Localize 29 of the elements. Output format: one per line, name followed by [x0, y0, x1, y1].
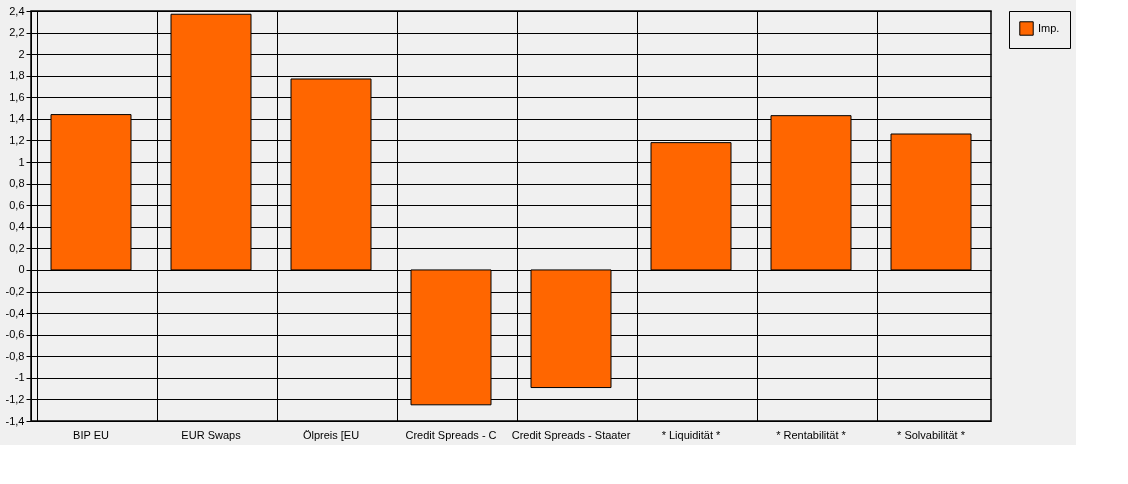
x-tick-label: * Solvabilität *	[897, 428, 966, 441]
x-tick-label: EUR Swaps	[181, 428, 242, 441]
y-tick-label: 0,6	[9, 198, 25, 211]
y-tick-label: 1,4	[9, 112, 25, 125]
x-tick-label: BIP EU	[73, 428, 109, 441]
x-tick-label: * Liquidität *	[661, 428, 722, 441]
y-tick-label: 1,6	[9, 90, 25, 103]
y-tick-label: -0,8	[5, 349, 25, 362]
y-tick-label: -0,4	[5, 306, 25, 319]
y-tick-label: 2,2	[9, 26, 25, 39]
y-tick-label: 2	[18, 47, 25, 60]
y-tick-label: 1,8	[9, 69, 25, 82]
x-tick-label: * Rentabilität *	[776, 428, 847, 441]
y-tick-label: 0	[18, 263, 25, 276]
y-tick-label: 1,2	[9, 133, 25, 146]
y-tick-label: -1	[14, 371, 25, 384]
legend-label: Imp.	[1038, 21, 1060, 34]
y-tick-label: -0,6	[5, 328, 25, 341]
y-tick-label: 0,2	[9, 241, 25, 254]
y-tick-label: 1	[18, 155, 25, 168]
x-tick-label: Credit Spreads - Staater	[511, 428, 631, 441]
x-tick-label: Ölpreis [EU	[302, 428, 360, 441]
y-tick-label: 0,8	[9, 177, 25, 190]
y-tick-label: 0,4	[9, 220, 25, 233]
y-tick-label: -1,4	[5, 414, 25, 427]
y-tick-label: 2,4	[9, 4, 25, 17]
y-tick-label: -0,2	[5, 285, 25, 298]
x-tick-label: Credit Spreads - C	[405, 428, 497, 441]
y-tick-label: -1,2	[5, 392, 25, 405]
